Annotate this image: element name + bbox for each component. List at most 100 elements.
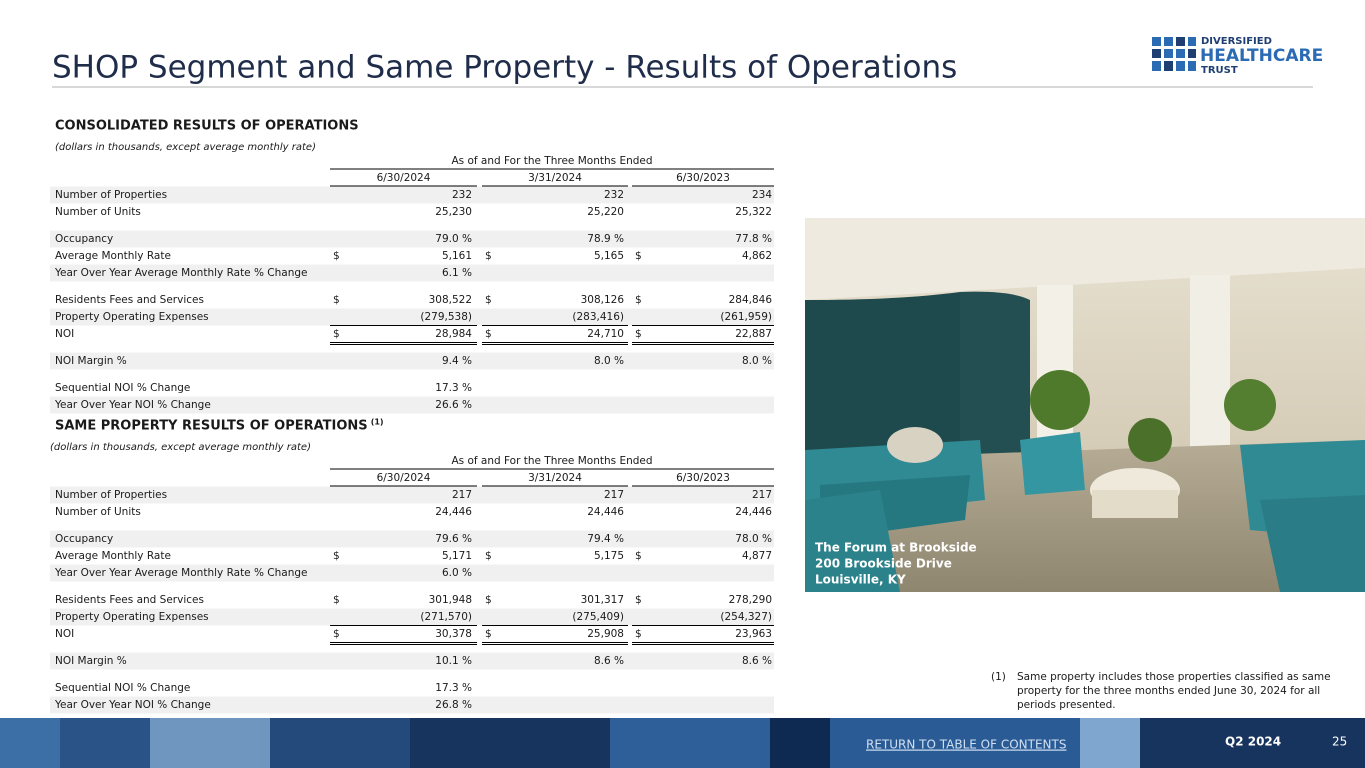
currency: $	[635, 594, 642, 606]
row-shade	[50, 486, 774, 504]
cell-value: 301,317	[581, 594, 624, 606]
row-label: Occupancy	[55, 233, 113, 245]
currency: $	[485, 294, 492, 306]
row-label: Residents Fees and Services	[55, 294, 204, 306]
cell-value: 17.3 %	[435, 682, 472, 694]
cell-value: 217	[752, 489, 772, 501]
cell-value: 17.3 %	[435, 382, 472, 394]
row-label: Average Monthly Rate	[55, 250, 171, 262]
cell-value: 26.6 %	[435, 399, 472, 411]
currency: $	[333, 550, 340, 562]
cell-value: 26.8 %	[435, 699, 472, 711]
row-label: Occupancy	[55, 533, 113, 545]
row-label: Sequential NOI % Change	[55, 682, 190, 694]
cell-value: 79.4 %	[587, 533, 624, 545]
row-shade	[50, 564, 774, 582]
cell-value: 8.6 %	[594, 655, 624, 667]
cell-value: 79.0 %	[435, 233, 472, 245]
currency: $	[485, 594, 492, 606]
section-title: SAME PROPERTY RESULTS OF OPERATIONS	[55, 419, 368, 434]
slide-title: SHOP Segment and Same Property - Results…	[52, 50, 957, 86]
row-shade	[50, 230, 774, 248]
currency: $	[635, 550, 642, 562]
cell-value: 25,322	[735, 206, 772, 218]
cell-value: 24,710	[587, 328, 624, 340]
cell-value: 308,522	[429, 294, 472, 306]
row-shade	[50, 608, 774, 626]
footnote-marker: (1)	[991, 671, 1006, 683]
cell-value: 10.1 %	[435, 655, 472, 667]
currency: $	[635, 628, 642, 640]
column-header: 6/30/2023	[676, 472, 730, 484]
row-label: Sequential NOI % Change	[55, 382, 190, 394]
photo-caption: The Forum at Brookside	[815, 541, 977, 555]
cell-value: (283,416)	[572, 311, 624, 323]
section-note: (dollars in thousands, except average mo…	[55, 142, 316, 153]
cell-value: 78.9 %	[587, 233, 624, 245]
cell-value: 6.1 %	[442, 267, 472, 279]
photo-caption: 200 Brookside Drive	[815, 557, 952, 571]
cell-value: 278,290	[729, 594, 772, 606]
logo-text: DIVERSIFIED	[1201, 36, 1272, 47]
cell-value: 8.0 %	[742, 355, 772, 367]
cell-value: 77.8 %	[735, 233, 772, 245]
cell-value: 78.0 %	[735, 533, 772, 545]
row-label: Residents Fees and Services	[55, 594, 204, 606]
currency: $	[485, 550, 492, 562]
footer-period: Q2 2024	[1225, 735, 1281, 749]
row-label: NOI	[55, 628, 74, 640]
cell-value: 8.0 %	[594, 355, 624, 367]
column-header: 3/31/2024	[528, 172, 582, 184]
row-label: Year Over Year Average Monthly Rate % Ch…	[54, 267, 308, 279]
currency: $	[333, 250, 340, 262]
row-shade	[50, 264, 774, 282]
cell-value: 25,230	[435, 206, 472, 218]
period-header: As of and For the Three Months Ended	[451, 155, 652, 167]
cell-value: 79.6 %	[435, 533, 472, 545]
column-header: 6/30/2023	[676, 172, 730, 184]
cell-value: 22,887	[735, 328, 772, 340]
row-shade	[50, 352, 774, 370]
column-header: 6/30/2024	[377, 172, 431, 184]
cell-value: 308,126	[581, 294, 625, 306]
photo-caption: Louisville, KY	[815, 573, 906, 587]
column-header: 6/30/2024	[377, 472, 431, 484]
row-shade	[50, 530, 774, 548]
cell-value: 25,908	[587, 628, 624, 640]
row-label: Number of Units	[55, 506, 141, 518]
cell-value: 24,446	[735, 506, 772, 518]
cell-value: 284,846	[729, 294, 773, 306]
currency: $	[333, 628, 340, 640]
row-label: Year Over Year NOI % Change	[54, 699, 211, 711]
cell-value: 232	[452, 189, 472, 201]
currency: $	[485, 250, 492, 262]
currency: $	[485, 328, 492, 340]
toc-link[interactable]: RETURN TO TABLE OF CONTENTS	[866, 738, 1066, 752]
footnote-text: Same property includes those properties …	[1017, 671, 1331, 683]
cell-value: 232	[604, 189, 624, 201]
currency: $	[635, 250, 642, 262]
row-label: Year Over Year Average Monthly Rate % Ch…	[54, 567, 308, 579]
cell-value: 217	[604, 489, 624, 501]
currency: $	[333, 294, 340, 306]
cell-value: 9.4 %	[442, 355, 472, 367]
cell-value: (261,959)	[720, 311, 772, 323]
cell-value: 5,161	[442, 250, 472, 262]
logo-text: HEALTHCARE	[1200, 46, 1323, 66]
row-label: Year Over Year NOI % Change	[54, 399, 211, 411]
currency: $	[485, 628, 492, 640]
section-note: (dollars in thousands, except average mo…	[50, 442, 311, 453]
cell-value: 4,877	[742, 550, 772, 562]
column-header: 3/31/2024	[528, 472, 582, 484]
cell-value: 5,175	[594, 550, 624, 562]
cell-value: 6.0 %	[442, 567, 472, 579]
cell-value: 4,862	[742, 250, 772, 262]
cell-value: 28,984	[435, 328, 472, 340]
cell-value: (254,327)	[720, 611, 772, 623]
cell-value: (271,570)	[420, 611, 472, 623]
footnote-text: property for the three months ended June…	[1017, 685, 1320, 697]
cell-value: (275,409)	[572, 611, 624, 623]
footer-bar	[0, 718, 1365, 768]
